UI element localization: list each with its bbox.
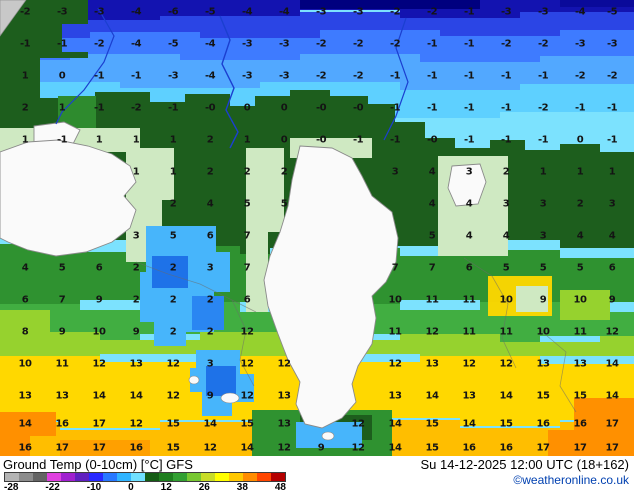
legend-gradient-bar (4, 472, 286, 482)
map-title: Ground Temp (0-10cm) [°C] GFS (3, 457, 193, 472)
black-sea-shape (0, 139, 137, 257)
legend-ticks: -28 -22 -10 0 12 26 38 48 (4, 482, 286, 490)
copyright-text: ©weatheronline.co.uk (513, 473, 629, 487)
rivers (55, 7, 409, 149)
seas (0, 121, 487, 441)
legend-tick: 26 (198, 482, 210, 490)
legend-tick: -22 (45, 482, 60, 490)
temperature-map-svg (0, 0, 634, 456)
aral-sea-shape (447, 163, 487, 207)
map-corner-sliver (0, 0, 27, 37)
footer-caption-row: Ground Temp (0-10cm) [°C] GFS Su 14-12-2… (0, 456, 634, 472)
legend-tick: -10 (86, 482, 102, 490)
legend-tick: 48 (274, 482, 286, 490)
caspian-sea-shape (263, 145, 399, 429)
lake-shape (220, 392, 240, 404)
lake-shape (188, 375, 200, 385)
legend-tick: -28 (4, 482, 19, 490)
legend-tick: 12 (160, 482, 172, 490)
temperature-legend: -28 -22 -10 0 12 26 38 48 (4, 472, 286, 490)
map-datetime: Su 14-12-2025 12:00 UTC (18+162) (420, 457, 630, 472)
map-area: -2 -3 -3 -4 -6 -5 -4 -4 -3 -3 -2 -2 -1 -3 -3 -4 -5 -1 -1 -2… (0, 0, 634, 456)
legend-tick: 38 (236, 482, 248, 490)
footer-bar: Ground Temp (0-10cm) [°C] GFS Su 14-12-2… (0, 456, 634, 490)
country-borders (135, 257, 577, 413)
legend-tick: 0 (128, 482, 134, 490)
lake-shape (321, 431, 335, 441)
